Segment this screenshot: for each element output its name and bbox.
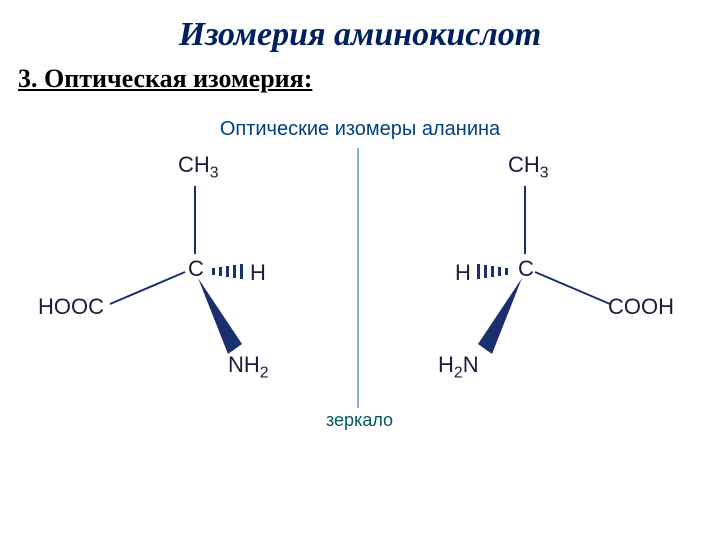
h2n-sub: 2: [454, 364, 463, 381]
right-acid-label: COOH: [608, 296, 674, 318]
right-ch3-label: CH3: [508, 154, 549, 176]
right-h2n-label: H2N: [438, 354, 479, 376]
h2n-n: N: [463, 352, 479, 377]
left-nh2-label: NH2: [228, 354, 269, 376]
nh2-text: NH: [228, 352, 260, 377]
ch3-text: CH: [508, 152, 540, 177]
left-acid-label: HOOC: [38, 296, 104, 318]
left-h-label: H: [250, 262, 266, 284]
diagram-subtitle: Оптические изомеры аланина: [20, 114, 700, 141]
right-c-label: C: [518, 258, 534, 280]
left-ch3-label: CH3: [178, 154, 219, 176]
left-c-label: C: [188, 258, 204, 280]
mirror-label: зеркало: [326, 410, 393, 431]
nh2-sub: 2: [260, 364, 269, 381]
main-title: Изомерия аминокислот: [0, 16, 720, 54]
ch3-sub: 3: [210, 164, 219, 181]
ch3-text: CH: [178, 152, 210, 177]
section-heading: 3. Оптическая изомерия:: [18, 64, 720, 94]
optical-isomer-diagram: Оптические изомеры аланина: [20, 114, 700, 474]
h2n-h: H: [438, 352, 454, 377]
ch3-sub: 3: [540, 164, 549, 181]
right-h-label: H: [455, 262, 471, 284]
